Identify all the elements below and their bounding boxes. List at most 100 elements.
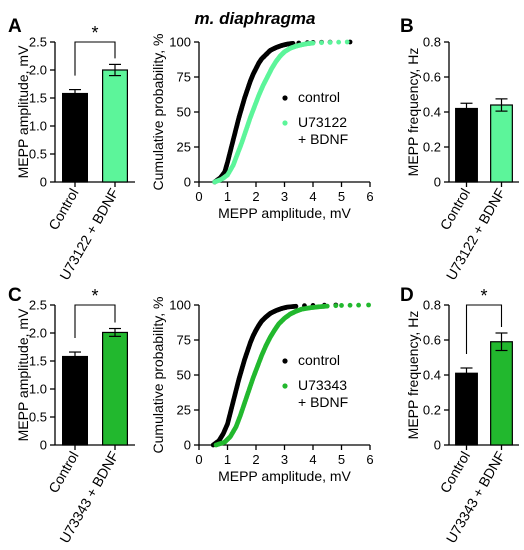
- legend-marker: [282, 358, 288, 364]
- data-point: [310, 40, 316, 46]
- y-tick-label: 0.4: [423, 105, 441, 120]
- data-point: [324, 303, 330, 309]
- legend-label: U73343 + BDNF: [298, 377, 348, 410]
- data-point: [356, 302, 361, 308]
- legend-label: control: [298, 352, 340, 368]
- legend-label: U73122 + BDNF: [298, 114, 348, 147]
- series-treatment: [212, 39, 350, 185]
- category-label: Control: [437, 449, 473, 496]
- significance-bracket: [465, 304, 503, 354]
- y-tick-label: 50: [177, 368, 191, 383]
- y-tick-label: 0: [184, 175, 191, 190]
- bar-control: [61, 92, 88, 183]
- y-tick-label: 2.5: [29, 35, 47, 50]
- panel-label: B: [400, 16, 414, 37]
- figure-title: m. diaphragma: [195, 9, 316, 28]
- y-tick-label: 0.5: [29, 147, 47, 162]
- significance-star: *: [91, 286, 98, 306]
- series-control: [212, 39, 353, 185]
- x-tick-label: 5: [338, 189, 345, 204]
- x-tick-label: 1: [224, 189, 231, 204]
- significance-bracket: [74, 304, 116, 339]
- x-tick-label: 0: [195, 189, 202, 204]
- y-tick-label: 0.6: [423, 333, 441, 348]
- y-tick-label: 75: [177, 70, 191, 85]
- y-axis-label: Cumulative probability, %: [150, 34, 166, 191]
- significance-star: *: [91, 23, 98, 43]
- legend-label: control: [298, 89, 340, 105]
- y-tick-label: 100: [169, 298, 191, 313]
- y-tick-label: 0.8: [423, 35, 441, 50]
- data-point: [333, 303, 339, 309]
- bar-control: [455, 107, 478, 183]
- y-tick-label: 0.2: [423, 403, 441, 418]
- y-tick-label: 50: [177, 105, 191, 120]
- panel-label: D: [400, 285, 414, 306]
- panel-label: A: [8, 16, 22, 37]
- series-treatment: [213, 302, 371, 448]
- y-axis-label: MEPP frequency, Hz: [405, 311, 421, 440]
- y-tick-label: 0.5: [29, 410, 47, 425]
- y-axis-label: Cumulative probability, %: [150, 297, 166, 454]
- x-axis-label: MEPP amplitude, mV: [218, 205, 351, 221]
- x-tick-label: 5: [338, 452, 345, 467]
- bar-control: [61, 355, 88, 446]
- data-point: [344, 39, 350, 45]
- y-tick-label: 1.5: [29, 354, 47, 369]
- bar-treatment: [101, 331, 128, 446]
- x-tick-label: 6: [366, 189, 373, 204]
- y-axis-label: MEPP amplitude, mV: [15, 308, 31, 441]
- legend-marker: [282, 95, 288, 101]
- y-tick-label: 0: [434, 175, 441, 190]
- x-tick-label: 0: [195, 452, 202, 467]
- series-control: [210, 302, 339, 448]
- x-tick-label: 3: [281, 189, 288, 204]
- bar-treatment: [490, 104, 513, 183]
- x-tick-label: 2: [252, 189, 259, 204]
- bar-treatment: [490, 341, 513, 446]
- data-point: [336, 39, 342, 45]
- legend-marker: [282, 120, 288, 126]
- legend-marker: [282, 383, 288, 389]
- category-label: Control: [45, 186, 81, 233]
- y-tick-label: 0: [40, 175, 47, 190]
- x-axis-label: MEPP amplitude, mV: [218, 468, 351, 484]
- y-tick-label: 75: [177, 333, 191, 348]
- x-tick-label: 6: [366, 452, 373, 467]
- y-tick-label: 100: [169, 35, 191, 50]
- significance-bracket: [74, 41, 116, 76]
- y-axis-label: MEPP amplitude, mV: [15, 45, 31, 178]
- y-tick-label: 0.6: [423, 70, 441, 85]
- data-point: [366, 302, 371, 308]
- y-tick-label: 1.0: [29, 382, 47, 397]
- data-point: [293, 303, 299, 309]
- y-tick-label: 0: [434, 438, 441, 453]
- data-point: [327, 40, 333, 45]
- x-tick-label: 3: [281, 452, 288, 467]
- y-tick-label: 0.4: [423, 368, 441, 383]
- x-tick-label: 2: [252, 452, 259, 467]
- y-tick-label: 0: [40, 438, 47, 453]
- x-tick-label: 1: [224, 452, 231, 467]
- y-tick-label: 1.5: [29, 91, 47, 106]
- y-tick-label: 25: [177, 140, 191, 155]
- significance-star: *: [480, 286, 487, 306]
- x-tick-label: 4: [309, 189, 316, 204]
- data-point: [347, 302, 353, 308]
- data-point: [339, 303, 344, 308]
- bar-control: [455, 372, 478, 446]
- y-tick-label: 0.8: [423, 298, 441, 313]
- bar-treatment: [101, 69, 128, 183]
- y-tick-label: 2.0: [29, 63, 47, 78]
- y-tick-label: 0.2: [423, 140, 441, 155]
- y-tick-label: 0: [184, 438, 191, 453]
- x-tick-label: 4: [309, 452, 316, 467]
- y-tick-label: 25: [177, 403, 191, 418]
- y-tick-label: 1.0: [29, 119, 47, 134]
